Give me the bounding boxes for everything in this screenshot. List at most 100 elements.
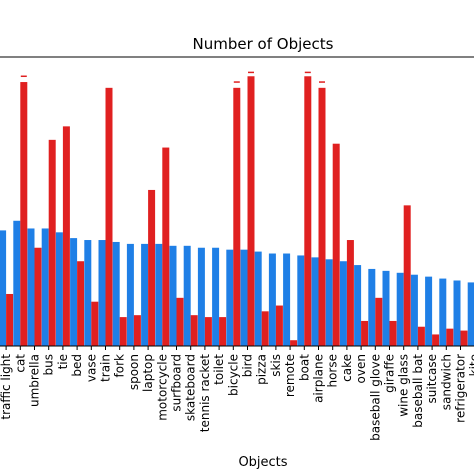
x-axis-label: Objects bbox=[238, 455, 287, 470]
x-tick-label-umbrella: umbrella bbox=[28, 354, 42, 407]
x-tick-label-refrigerator: refrigerator bbox=[454, 354, 468, 423]
bar-toilet-series-2 bbox=[219, 317, 227, 346]
bar-train-series-1 bbox=[98, 240, 106, 346]
bar-cat-series-2 bbox=[20, 82, 28, 347]
x-tick-label-surfboard: surfboard bbox=[170, 354, 184, 412]
bar-skateboard-series-2 bbox=[190, 315, 198, 346]
bar-skis-series-2 bbox=[275, 305, 283, 346]
bar-pizza-series-1 bbox=[254, 251, 262, 346]
x-tick-label-pizza: pizza bbox=[255, 354, 269, 385]
x-tick-label-airplane: airplane bbox=[312, 354, 326, 403]
x-tick-label-wine-glass: wine glass bbox=[397, 354, 411, 417]
bar-train-series-2 bbox=[105, 87, 113, 346]
bar-bird-series-1 bbox=[240, 249, 248, 346]
bar-suitcase-series-1 bbox=[425, 276, 433, 346]
bar-baseball-bat-series-1 bbox=[410, 274, 418, 346]
x-tick-label-baseball-bat: baseball bat bbox=[411, 354, 425, 428]
bar-wine-glass-series-1 bbox=[396, 272, 404, 346]
bar-toilet-series-1 bbox=[212, 247, 220, 346]
x-tick-label-laptop: laptop bbox=[141, 354, 155, 392]
bar-remote-series-2 bbox=[290, 340, 298, 346]
bar-baseball-bat-series-2 bbox=[417, 326, 425, 346]
bar-baseball-glove-series-2 bbox=[375, 297, 383, 346]
x-tick-label-motorcycle: motorcycle bbox=[155, 354, 169, 421]
bar-spoon-series-1 bbox=[126, 243, 134, 346]
x-tick-label-train: train bbox=[99, 354, 113, 382]
bar-boat-series-1 bbox=[297, 255, 305, 346]
x-tick-label-cat: cat bbox=[13, 354, 27, 373]
bar-wine-glass-series-2 bbox=[403, 205, 411, 346]
bar-horse-series-1 bbox=[325, 259, 333, 346]
bar-motorcycle-series-1 bbox=[155, 243, 163, 346]
x-tick-label-baseball-glove: baseball glove bbox=[368, 354, 382, 441]
bar-giraffe-series-2 bbox=[389, 320, 397, 346]
bar-laptop-series-2 bbox=[148, 189, 156, 346]
x-tick-label-kite: kite bbox=[468, 354, 474, 376]
x-tick-label-tie: tie bbox=[56, 354, 70, 369]
bar-umbrella-series-1 bbox=[27, 228, 35, 346]
x-tick-label-skis: skis bbox=[269, 354, 283, 377]
bar-bus-series-1 bbox=[41, 228, 49, 346]
bar-baseball-glove-series-1 bbox=[368, 268, 376, 346]
x-tick-label-tennis-racket: tennis racket bbox=[198, 354, 212, 432]
bar-airplane-series-1 bbox=[311, 257, 319, 346]
x-tick-label-cake: cake bbox=[340, 354, 354, 382]
bar-tennis-racket-series-2 bbox=[204, 317, 212, 346]
bar-cake-series-1 bbox=[339, 261, 347, 346]
bar-oven-series-1 bbox=[354, 265, 362, 346]
bar-kite-series-1 bbox=[467, 282, 474, 346]
bar-skateboard-series-1 bbox=[183, 245, 191, 346]
bar-tie-series-1 bbox=[55, 232, 63, 346]
bar-vase-series-1 bbox=[84, 240, 92, 346]
x-tick-label-bird: bird bbox=[241, 354, 255, 377]
bar-motorcycle-series-2 bbox=[162, 147, 170, 346]
x-tick-label-bed: bed bbox=[70, 354, 84, 377]
bar-tie-series-2 bbox=[62, 126, 70, 346]
bar-sandwich-series-2 bbox=[446, 328, 454, 346]
x-tick-label-toilet: toilet bbox=[212, 354, 226, 385]
bar-bed-series-1 bbox=[70, 238, 78, 346]
bar-bus-series-2 bbox=[48, 139, 56, 346]
bar-cake-series-2 bbox=[346, 240, 354, 346]
bar-fork-series-1 bbox=[112, 241, 120, 346]
bar-traffic-light-series-2 bbox=[6, 293, 14, 346]
chart-title: Number of Objects bbox=[193, 35, 334, 53]
bar-refrigerator-series-2 bbox=[460, 330, 468, 346]
x-tick-label-skateboard: skateboard bbox=[184, 354, 198, 421]
x-tick-label-bus: bus bbox=[42, 354, 56, 375]
x-ticks-group: traffic light cat umbrella bus tie bed vase tra… bbox=[0, 346, 474, 441]
bar-refrigerator-series-1 bbox=[453, 280, 461, 346]
bar-surfboard-series-2 bbox=[176, 297, 184, 346]
bar-remote-series-1 bbox=[283, 253, 291, 346]
x-tick-label-oven: oven bbox=[354, 354, 368, 383]
bar-umbrella-series-2 bbox=[34, 247, 42, 346]
x-tick-label-bicycle: bicycle bbox=[226, 354, 240, 396]
x-tick-label-giraffe: giraffe bbox=[383, 354, 397, 393]
x-tick-label-fork: fork bbox=[113, 354, 127, 378]
x-tick-label-remote: remote bbox=[283, 354, 297, 397]
x-tick-label-vase: vase bbox=[84, 354, 98, 382]
bar-tennis-racket-series-1 bbox=[197, 247, 205, 346]
bar-vase-series-2 bbox=[91, 301, 99, 346]
x-tick-label-horse: horse bbox=[326, 354, 340, 388]
bar-boat-series-2 bbox=[304, 76, 312, 347]
bar-bed-series-2 bbox=[77, 261, 85, 346]
bar-pizza-series-2 bbox=[261, 311, 269, 346]
bar-suitcase-series-2 bbox=[432, 334, 440, 346]
x-tick-label-traffic-light: traffic light bbox=[0, 354, 13, 420]
x-tick-label-suitcase: suitcase bbox=[425, 354, 439, 403]
bar-horse-series-2 bbox=[332, 143, 340, 346]
bar-bicycle-series-1 bbox=[226, 249, 234, 346]
bar-bicycle-series-2 bbox=[233, 87, 241, 346]
x-tick-label-spoon: spoon bbox=[127, 354, 141, 390]
bar-giraffe-series-1 bbox=[382, 270, 390, 346]
bar-fork-series-2 bbox=[119, 317, 127, 346]
bar-bird-series-2 bbox=[247, 76, 255, 347]
bar-spoon-series-2 bbox=[133, 315, 141, 346]
bar-skis-series-1 bbox=[268, 253, 276, 346]
bar-airplane-series-2 bbox=[318, 87, 326, 346]
bars-group bbox=[0, 71, 474, 347]
bar-laptop-series-1 bbox=[141, 243, 149, 346]
bar-traffic-light-series-1 bbox=[0, 230, 7, 346]
